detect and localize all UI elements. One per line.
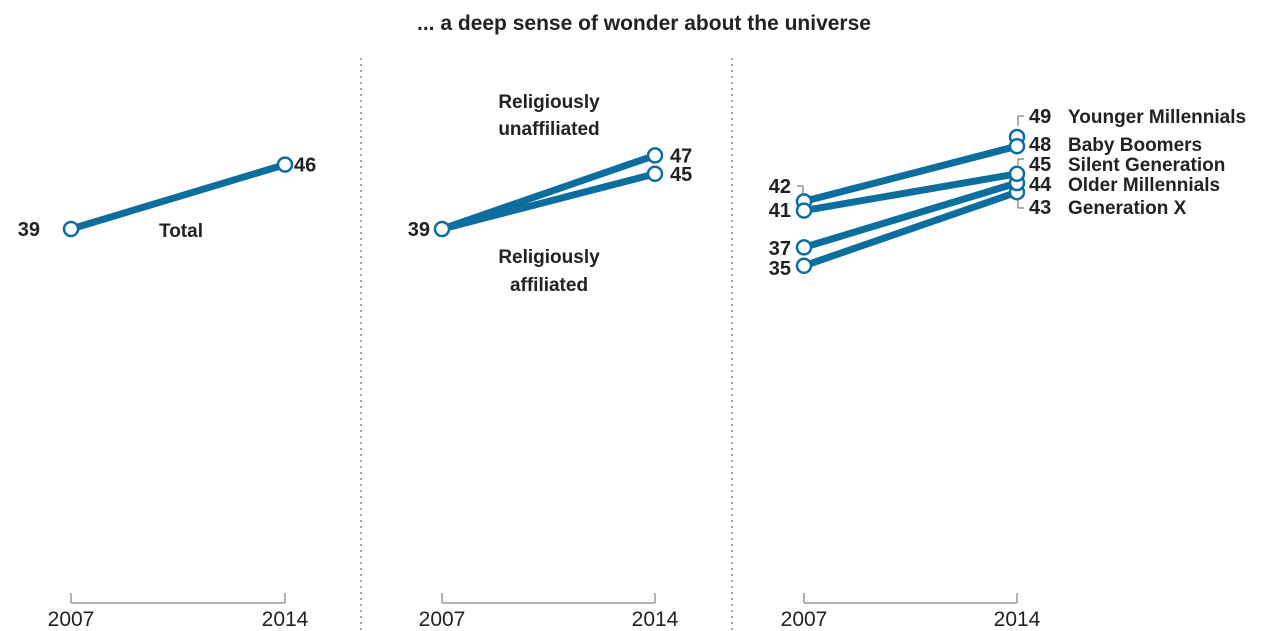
series-label-younger-millennials: Younger Millennials [1068,107,1246,128]
series-label-silent-generation: Silent Generation [1068,155,1225,176]
data-point [1008,165,1026,183]
data-label: 39 [18,219,40,241]
data-label: 46 [294,155,316,177]
data-point [1008,137,1026,155]
data-label: 42 [769,176,791,198]
x-axis-panel-1: 2007 2014 [48,593,309,631]
series-label-unaffiliated: Religiously [498,92,600,113]
data-label: 41 [769,200,791,222]
data-point [795,239,813,256]
series-line-affiliated [438,170,659,233]
data-label: 45 [670,164,692,186]
data-point [795,202,813,219]
series-line-total [67,161,289,233]
series-label-unaffiliated: unaffiliated [498,119,599,140]
x-axis-panel-2: 2007 2014 [419,593,679,631]
data-point [433,220,451,238]
chart-title: ... a deep sense of wonder about the uni… [417,12,871,35]
data-label: 49 [1029,106,1051,128]
data-point [795,257,813,275]
x-tick-label: 2014 [994,608,1041,631]
data-label: 35 [769,258,791,280]
x-tick-label: 2007 [781,608,828,631]
data-label: 37 [769,238,791,260]
series-line-baby-boomers [800,142,1021,205]
x-tick-label: 2014 [262,608,309,631]
data-label: 45 [1029,154,1051,176]
data-label: 44 [1029,174,1052,196]
series-line-generation-x [800,188,1021,270]
series-label-total: Total [159,221,203,242]
panel-generations: 42 41 37 35 49 48 45 44 43 Younger Mille… [769,106,1246,280]
series-label-baby-boomers: Baby Boomers [1068,135,1202,156]
x-tick-label: 2014 [632,608,679,631]
data-label: 47 [670,145,692,167]
data-point [646,147,664,164]
series-line-silent-generation [800,170,1021,215]
data-point [276,156,294,173]
panel-total: 39 46 Total [18,155,317,242]
series-label-generation-x: Generation X [1068,198,1187,219]
data-label: 39 [408,219,430,241]
data-label: 43 [1029,197,1051,219]
series-label-affiliated: affiliated [510,275,588,296]
data-point [62,220,80,238]
data-point [646,165,664,183]
series-label-affiliated: Religiously [498,247,600,268]
series-line-older-millennials [800,179,1021,251]
series-label-older-millennials: Older Millennials [1068,175,1220,196]
x-tick-label: 2007 [419,608,466,631]
x-axis-panel-3: 2007 2014 [781,593,1041,631]
panel-religion: 39 47 45 Religiously unaffiliated Religi… [408,92,693,296]
x-tick-label: 2007 [48,608,95,631]
data-label: 48 [1029,134,1051,156]
